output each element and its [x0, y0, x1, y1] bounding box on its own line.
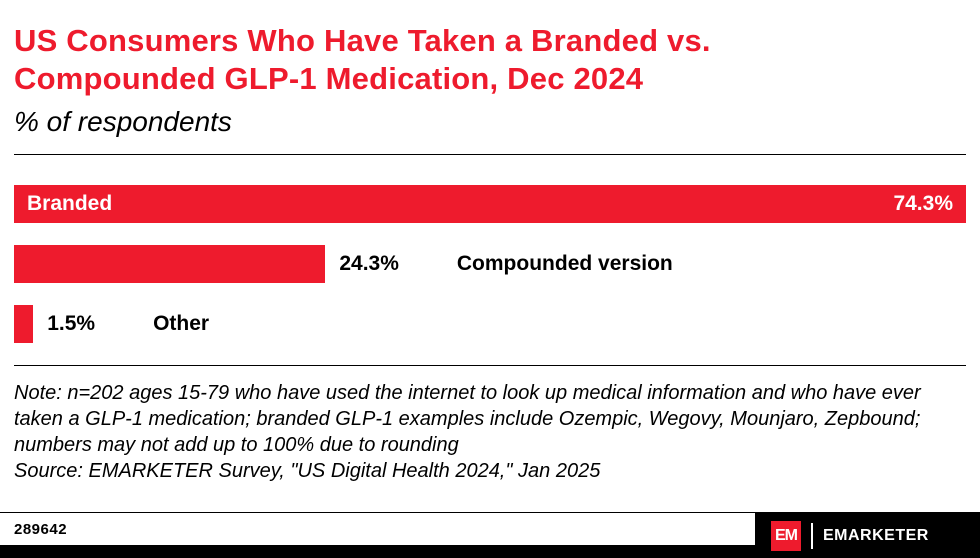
- chart-title: US Consumers Who Have Taken a Branded vs…: [14, 23, 711, 96]
- bar-value: 24.3%: [339, 251, 399, 275]
- source-text: Source: EMARKETER Survey, "US Digital He…: [14, 459, 601, 482]
- footer-bottom-strip: [0, 545, 980, 558]
- bar-row-compounded: 24.3% Compounded version: [14, 244, 966, 283]
- header-divider: [14, 153, 966, 155]
- bar-branded: Branded 74.3%: [14, 184, 966, 223]
- bar-value: 74.3%: [893, 191, 953, 215]
- chart-subtitle: % of respondents: [14, 105, 232, 137]
- bar-row-other: 1.5% Other: [14, 304, 966, 343]
- chart-id: 289642: [14, 521, 68, 538]
- em-logo-icon: EM: [771, 520, 801, 551]
- note-divider: [14, 364, 966, 366]
- bar-other: [14, 304, 34, 343]
- bar-value: 1.5%: [47, 311, 96, 335]
- footnotes: Note: n=202 ages 15-79 who have used the…: [14, 380, 966, 484]
- bar-label: Compounded version: [456, 251, 673, 275]
- chart-content: US Consumers Who Have Taken a Branded vs…: [14, 23, 966, 484]
- brand-name: EMARKETER: [823, 526, 929, 544]
- bar-compounded: [14, 244, 326, 283]
- emarketer-logo: EM EMARKETER: [755, 513, 980, 558]
- bar-label: Other: [153, 311, 210, 335]
- note-text: Note: n=202 ages 15-79 who have used the…: [14, 381, 921, 456]
- footer-bar: 289642 EM EMARKETER: [0, 512, 980, 558]
- bar-row-branded: Branded 74.3%: [14, 184, 966, 223]
- bar-label: Branded: [27, 191, 113, 215]
- logo-divider: [811, 522, 813, 549]
- bar-chart: Branded 74.3% 24.3% Compounded version 1…: [14, 184, 966, 343]
